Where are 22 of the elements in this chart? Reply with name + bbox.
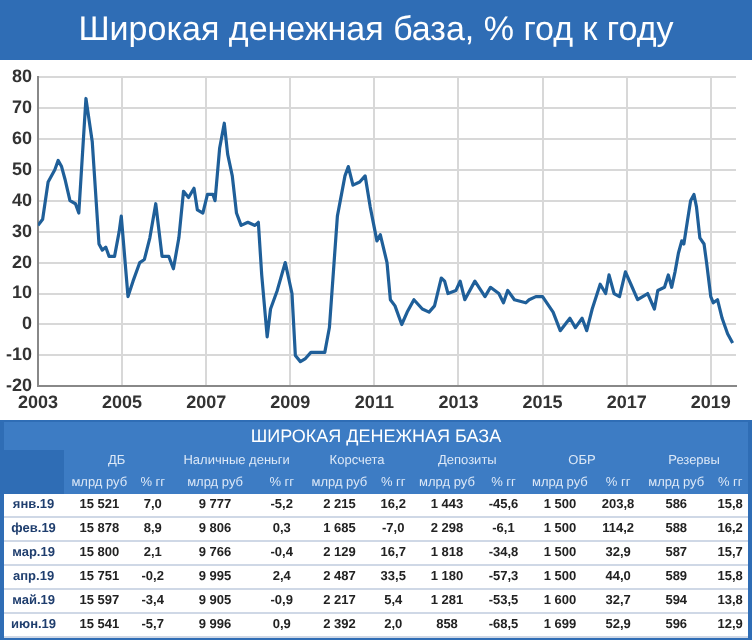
x-tick-label: 2011 — [354, 392, 394, 413]
y-tick-label: -20 — [5, 375, 33, 396]
y-tick-label: -10 — [5, 344, 33, 365]
y-tick-label: 60 — [11, 127, 33, 148]
y-tick-label: 0 — [21, 313, 33, 334]
x-tick-label: 2017 — [606, 392, 647, 413]
x-tick-label: 2005 — [102, 392, 143, 413]
x-tick-label: 2003 — [17, 392, 59, 413]
y-tick-label: 10 — [11, 282, 33, 303]
y-tick-label: 50 — [11, 158, 33, 179]
x-tick-label: 2009 — [270, 392, 311, 413]
x-tick-label: 2019 — [690, 392, 731, 413]
y-tick-label: 40 — [11, 189, 33, 210]
y-tick-label: 80 — [11, 65, 33, 86]
y-tick-label: 30 — [11, 220, 33, 241]
x-tick-label: 2015 — [522, 392, 563, 413]
y-tick-label: 20 — [11, 251, 33, 272]
text: ШИРОКАЯ ДЕНЕЖНАЯ БАЗА — [4, 422, 748, 450]
y-tick-label: 70 — [11, 96, 33, 117]
chart-title: Широкая денежная база, % год к году — [0, 0, 752, 60]
x-tick-label: 2013 — [438, 392, 479, 413]
x-tick-label: 2007 — [186, 392, 227, 413]
